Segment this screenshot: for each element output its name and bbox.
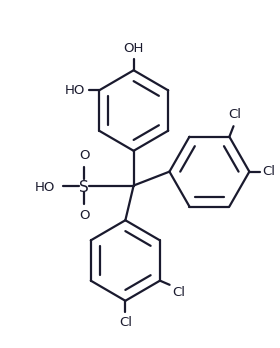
Text: HO: HO xyxy=(35,181,55,193)
Text: HO: HO xyxy=(65,84,85,97)
Text: O: O xyxy=(79,149,89,162)
Text: S: S xyxy=(79,180,89,195)
Text: OH: OH xyxy=(123,42,144,55)
Text: Cl: Cl xyxy=(172,286,185,299)
Text: O: O xyxy=(79,209,89,222)
Text: Cl: Cl xyxy=(228,109,241,121)
Text: Cl: Cl xyxy=(119,316,132,329)
Text: Cl: Cl xyxy=(263,165,276,178)
